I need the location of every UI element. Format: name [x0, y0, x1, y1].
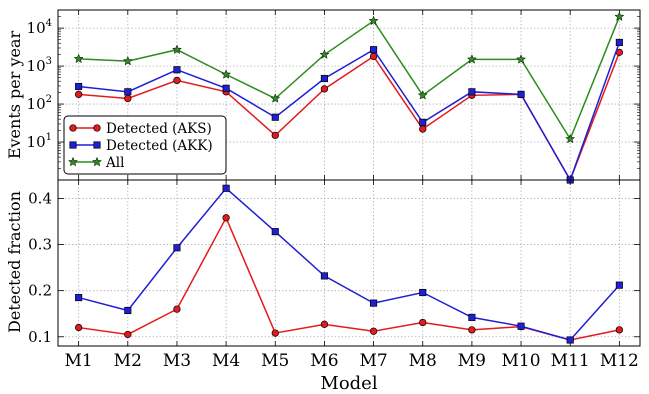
series-line — [78, 216, 620, 341]
y-tick-label: 0.2 — [28, 282, 52, 300]
x-tick-label: M7 — [359, 351, 387, 371]
top-panel: 101 102 103 104 — [27, 9, 641, 184]
data-point — [221, 69, 232, 79]
legend-marker — [67, 156, 79, 167]
data-point — [417, 90, 428, 100]
y-tick-label: 101 — [27, 132, 52, 151]
legend-marker — [69, 141, 77, 149]
x-tick-label: M4 — [212, 351, 240, 371]
data-point — [271, 131, 279, 139]
data-point — [319, 49, 330, 59]
data-point — [124, 330, 132, 339]
data-point — [517, 90, 525, 98]
x-tick-label: M9 — [458, 351, 486, 371]
data-point — [222, 84, 230, 92]
data-point — [173, 76, 181, 85]
data-point — [271, 113, 279, 121]
top-y-axis-label: Events per year — [5, 30, 24, 159]
data-point — [75, 82, 83, 91]
data-point — [419, 118, 427, 126]
y-tick-label: 0.3 — [28, 236, 52, 254]
y-tick-label: 102 — [27, 94, 52, 113]
data-point — [615, 326, 624, 334]
data-point — [615, 281, 623, 289]
data-point — [369, 327, 378, 335]
data-point — [271, 228, 279, 236]
data-point — [73, 53, 84, 64]
legend: Detected (AKS)Detected (AKK)All — [63, 115, 227, 175]
x-tick-label: M12 — [600, 351, 639, 371]
data-point — [171, 44, 182, 54]
data-point — [173, 244, 181, 252]
data-point — [270, 93, 281, 103]
legend-marker — [91, 156, 103, 167]
data-point — [614, 11, 625, 21]
data-point — [419, 318, 427, 327]
data-point — [615, 38, 623, 46]
data-point — [320, 320, 329, 328]
data-point — [516, 54, 527, 64]
legend-box — [63, 115, 227, 175]
x-tick-label: M6 — [310, 351, 338, 371]
data-point — [565, 133, 576, 144]
y-tick-label: 104 — [27, 18, 52, 37]
data-point — [468, 88, 476, 96]
data-point — [222, 214, 230, 222]
y-tick-label: 0.1 — [28, 328, 52, 346]
data-point — [468, 326, 476, 334]
bottom-y-axis-label: Detected fraction — [5, 191, 24, 333]
series-line — [78, 42, 621, 182]
data-point — [222, 184, 230, 192]
x-tick-label: M2 — [114, 351, 142, 371]
x-tick-label: M5 — [261, 351, 289, 371]
data-point — [75, 294, 83, 302]
data-point — [320, 85, 329, 93]
data-point — [320, 74, 328, 83]
x-axis-label: Model — [320, 373, 377, 394]
data-point — [419, 125, 427, 133]
data-point — [124, 94, 132, 103]
data-point — [74, 90, 83, 99]
series-line — [78, 187, 620, 341]
legend-marker — [93, 124, 101, 132]
x-tick-label: M8 — [409, 351, 437, 371]
data-point — [271, 329, 279, 337]
legend-entry: Detected (AKK) — [69, 138, 213, 154]
data-point — [419, 288, 427, 297]
x-tick-label: M1 — [65, 351, 93, 371]
data-point — [368, 15, 379, 26]
y-tick-label: 0.4 — [28, 189, 52, 207]
data-point — [466, 54, 477, 64]
legend-marker — [93, 141, 101, 149]
bottom-panel: 0.1 0.2 0.3 0.4 M1 M2 M3 M4 M5 M6 M7 M8 M9 M10 M11 M12 — [28, 179, 641, 371]
y-tick-label: 103 — [27, 56, 52, 75]
data-point — [122, 55, 133, 66]
legend-label: All — [105, 155, 124, 171]
data-point — [173, 66, 181, 74]
data-point — [566, 336, 574, 344]
legend-label: Detected (AKK) — [106, 138, 213, 154]
x-tick-label: M3 — [163, 351, 191, 371]
legend-entry: Detected (AKS) — [69, 121, 212, 137]
data-point — [124, 306, 132, 315]
data-point — [517, 322, 525, 330]
legend-entry: All — [67, 155, 124, 171]
data-point — [320, 272, 328, 280]
bottom-plot-frame — [57, 179, 641, 347]
data-point — [74, 323, 83, 332]
series-line — [78, 16, 621, 141]
data-point — [468, 313, 476, 321]
data-point — [173, 305, 181, 313]
legend-marker — [69, 124, 77, 132]
x-tick-label: M10 — [502, 351, 541, 371]
x-tick-label: M11 — [551, 351, 590, 371]
data-point — [370, 46, 378, 54]
data-point — [370, 299, 378, 307]
legend-label: Detected (AKS) — [106, 121, 212, 137]
data-point — [124, 88, 132, 96]
